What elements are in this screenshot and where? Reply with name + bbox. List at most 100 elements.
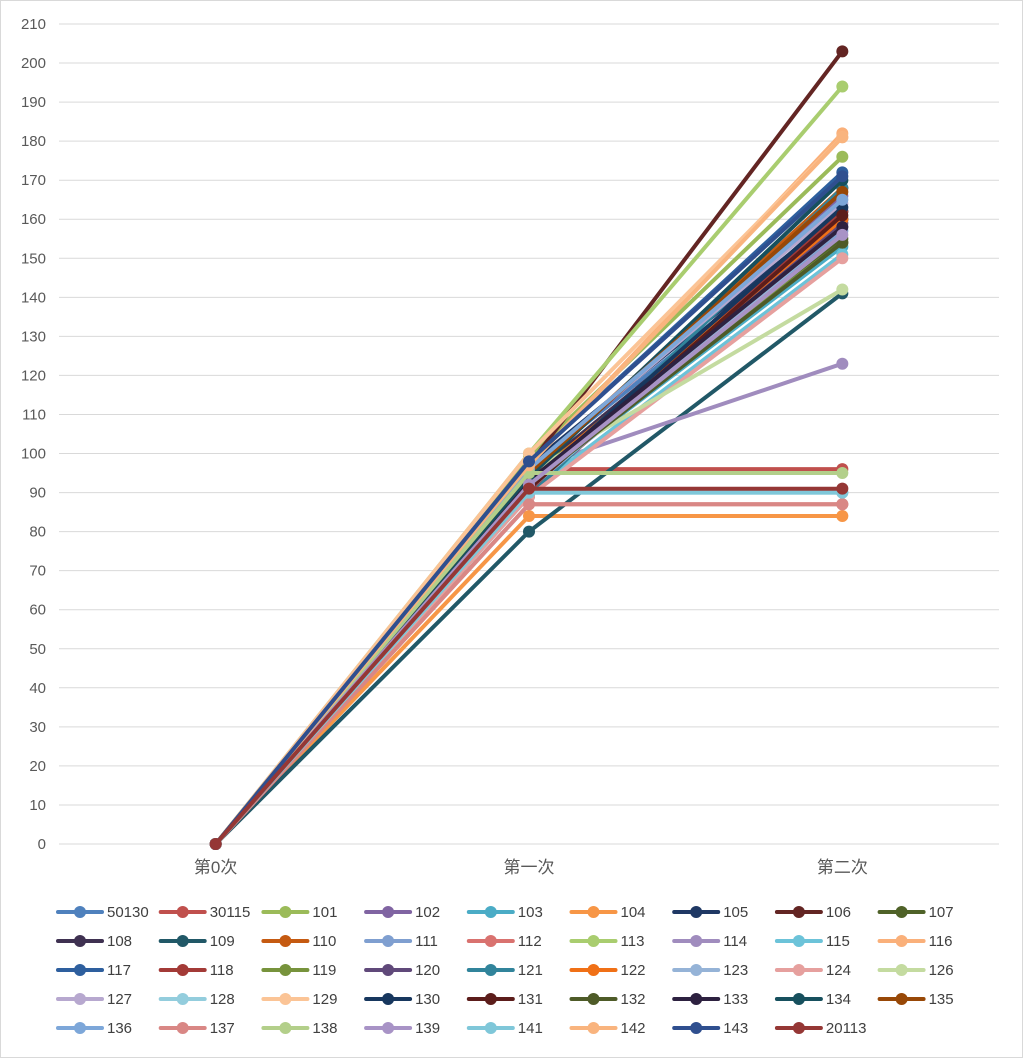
legend-item: 114 bbox=[672, 933, 747, 950]
legend-swatch-marker bbox=[792, 935, 805, 947]
legend-item: 133 bbox=[672, 991, 748, 1008]
legend-swatch-marker bbox=[74, 1022, 86, 1034]
legend-item: 111 bbox=[364, 933, 438, 950]
series-128 bbox=[209, 486, 849, 850]
series-126 bbox=[209, 283, 849, 850]
legend-swatch-marker bbox=[690, 906, 703, 918]
legend-item: 107 bbox=[877, 904, 954, 921]
data-point bbox=[836, 467, 849, 480]
legend-swatch-marker bbox=[176, 906, 189, 918]
legend-label: 122 bbox=[621, 962, 646, 979]
data-point bbox=[836, 228, 849, 241]
data-point bbox=[836, 193, 849, 206]
legend-label: 114 bbox=[723, 933, 747, 950]
y-tick-label: 140 bbox=[21, 289, 46, 306]
legend-item: 102 bbox=[364, 904, 440, 921]
legend-label: 137 bbox=[210, 1020, 235, 1037]
legend-label: 111 bbox=[415, 933, 438, 950]
legend-label: 127 bbox=[107, 991, 132, 1008]
legend-label: 130 bbox=[415, 991, 440, 1008]
legend-swatch-marker bbox=[484, 906, 497, 918]
legend-swatch-marker bbox=[279, 993, 292, 1005]
legend-label: 135 bbox=[929, 991, 954, 1008]
legend-item: 118 bbox=[158, 962, 234, 979]
legend-label: 121 bbox=[518, 962, 543, 979]
legend-item: 123 bbox=[672, 962, 748, 979]
legend-label: 142 bbox=[621, 1020, 646, 1037]
legend-label: 141 bbox=[518, 1020, 543, 1037]
legend-swatch-marker bbox=[792, 993, 805, 1005]
series-line bbox=[213, 486, 845, 846]
legend-label: 139 bbox=[415, 1020, 440, 1037]
y-tick-label: 170 bbox=[21, 172, 46, 189]
data-point bbox=[836, 482, 849, 495]
legend-swatch-marker bbox=[382, 993, 395, 1005]
legend-label: 126 bbox=[929, 962, 954, 979]
y-tick-label: 60 bbox=[29, 602, 46, 619]
legend-item: 112 bbox=[466, 933, 542, 950]
legend-swatch-marker bbox=[587, 906, 600, 918]
legend-swatch-marker bbox=[587, 964, 600, 976]
legend-label: 101 bbox=[312, 904, 337, 921]
legend-item: 136 bbox=[56, 1020, 132, 1037]
legend-item: 110 bbox=[261, 933, 336, 950]
y-tick-label: 210 bbox=[21, 16, 46, 33]
legend-label: 136 bbox=[107, 1020, 132, 1037]
legend-swatch-marker bbox=[792, 964, 805, 976]
legend-label: 106 bbox=[826, 904, 851, 921]
data-point bbox=[836, 80, 849, 93]
legend-swatch-marker bbox=[279, 906, 292, 918]
series-137 bbox=[209, 498, 849, 850]
series-114 bbox=[209, 357, 849, 850]
legend-swatch-marker bbox=[74, 964, 86, 976]
x-tick-label: 第一次 bbox=[504, 858, 555, 877]
series-115 bbox=[209, 248, 849, 850]
legend-item: 101 bbox=[261, 904, 337, 921]
legend-label: 113 bbox=[621, 933, 645, 950]
legend-label: 50130 bbox=[107, 904, 149, 921]
legend-swatch-marker bbox=[74, 935, 86, 947]
legend-item: 135 bbox=[877, 991, 954, 1008]
legend-item: 30115 bbox=[158, 904, 250, 921]
legend-swatch-marker bbox=[690, 964, 703, 976]
series-line bbox=[213, 240, 845, 846]
legend-item: 126 bbox=[877, 962, 954, 979]
legend-swatch-marker bbox=[895, 993, 908, 1005]
legend-item: 105 bbox=[672, 904, 748, 921]
legend-swatch-marker bbox=[382, 1022, 395, 1034]
legend-label: 120 bbox=[415, 962, 440, 979]
legend-item: 113 bbox=[569, 933, 645, 950]
y-axis: 0 10 20 30 40 50 60 70 80 90 100 110 120 130 140 150 160… bbox=[21, 16, 46, 853]
y-tick-label: 120 bbox=[21, 367, 46, 384]
legend-label: 107 bbox=[929, 904, 954, 921]
legend-label: 109 bbox=[210, 933, 235, 950]
series-103 bbox=[209, 240, 849, 850]
legend-label: 119 bbox=[312, 962, 336, 979]
legend-item: 122 bbox=[569, 962, 646, 979]
legend-item: 50130 bbox=[56, 904, 149, 921]
legend-item: 139 bbox=[364, 1020, 440, 1037]
legend-swatch-marker bbox=[895, 964, 908, 976]
legend-swatch-marker bbox=[176, 964, 189, 976]
series-138 bbox=[209, 467, 849, 850]
data-point bbox=[523, 455, 535, 468]
data-point bbox=[523, 525, 535, 538]
legend-label: 20113 bbox=[826, 1020, 867, 1037]
legend-label: 110 bbox=[312, 933, 336, 950]
y-tick-label: 180 bbox=[21, 133, 46, 150]
legend-item: 116 bbox=[877, 933, 953, 950]
data-point bbox=[523, 510, 535, 522]
legend-label: 108 bbox=[107, 933, 132, 950]
data-point bbox=[836, 45, 849, 58]
y-tick-label: 110 bbox=[22, 406, 46, 423]
legend-swatch-marker bbox=[895, 935, 908, 947]
legend-item: 124 bbox=[774, 962, 851, 979]
legend-swatch-marker bbox=[587, 935, 600, 947]
y-tick-label: 130 bbox=[21, 328, 46, 345]
legend-swatch-marker bbox=[895, 906, 908, 918]
legend-swatch-marker bbox=[484, 1022, 497, 1034]
legend-item: 130 bbox=[364, 991, 440, 1008]
series-line bbox=[213, 361, 845, 846]
y-tick-label: 40 bbox=[29, 680, 46, 697]
